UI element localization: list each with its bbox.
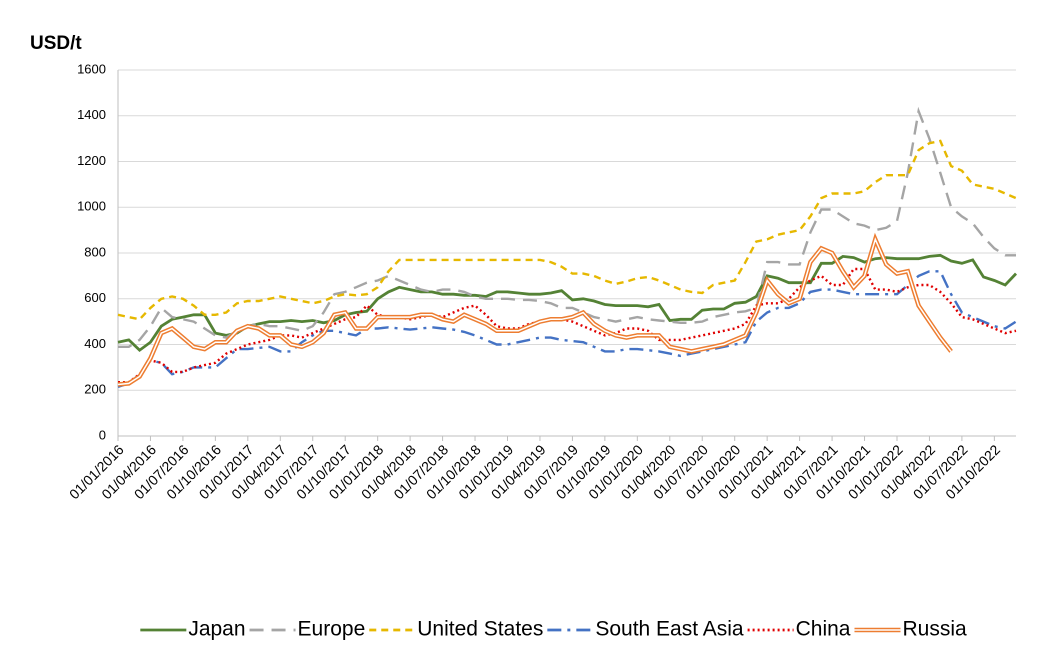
series: [118, 106, 1016, 348]
legend-label: Russia: [902, 618, 967, 641]
line-outline: [117, 232, 953, 387]
legend-item: China: [747, 618, 851, 641]
legend: Japan Europe United States South East Asia C…: [140, 618, 967, 641]
line: [117, 253, 1018, 353]
series: [117, 232, 953, 387]
legend-label: South East Asia: [595, 618, 744, 641]
series: [117, 253, 1018, 353]
series: [117, 270, 1017, 388]
legend-label: Japan: [188, 618, 245, 641]
y-tick-label: 1200: [77, 153, 106, 168]
y-tick-label: 0: [99, 427, 106, 442]
line: [118, 106, 1016, 348]
legend-label: China: [796, 618, 851, 641]
legend-label: United States: [417, 618, 543, 641]
y-tick-label: 1600: [77, 61, 106, 76]
y-tick-label: 600: [84, 290, 106, 305]
legend-item: South East Asia: [547, 618, 744, 641]
y-tick-label: 1000: [77, 199, 106, 214]
y-tick-label: 200: [84, 382, 106, 397]
legend-item: United States: [369, 618, 543, 641]
line: [117, 139, 1017, 321]
y-tick-label: 1400: [77, 107, 106, 122]
legend-item: Europe: [249, 618, 366, 641]
y-axis-label: USD/t: [30, 33, 82, 54]
legend-item: Japan: [140, 618, 246, 641]
series: [117, 139, 1017, 321]
line: [117, 270, 1017, 388]
line: [117, 237, 952, 386]
y-tick-label: 400: [84, 336, 106, 351]
legend-item: Russia: [854, 618, 967, 641]
y-tick-label: 800: [84, 244, 106, 259]
legend-label: Europe: [298, 618, 366, 641]
